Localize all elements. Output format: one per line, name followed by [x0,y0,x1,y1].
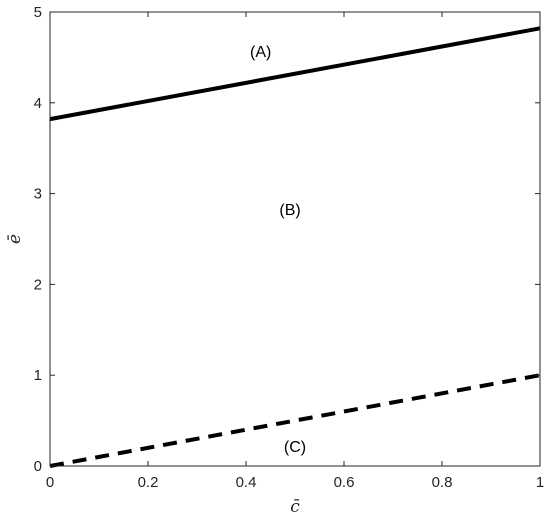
x-tick-label: 0.2 [138,474,159,491]
axis-ticks: 0 0.2 0.4 0.6 0.8 1 0 1 2 3 4 5 [34,4,545,491]
y-tick-label: 0 [34,458,42,475]
x-tick-label: 0.8 [432,474,453,491]
x-tick-label: 0.4 [236,474,257,491]
plot-marks: (A) (B) (C) [49,26,541,468]
x-tick-label: 0 [46,474,54,491]
x-tick-label: 0.6 [334,474,355,491]
y-axis-label: ē [5,234,25,244]
solid-boundary-line [49,26,541,122]
plot-frame [49,11,541,467]
x-axis-label: c̄ [290,497,300,517]
region-label: (C) [284,439,306,456]
y-tick-label: 2 [34,276,42,293]
region-label: (B) [279,202,300,219]
y-tick-label: 3 [34,186,42,203]
y-tick-label: 4 [34,95,42,112]
y-tick-label: 1 [34,367,42,384]
dashed-boundary-line [49,373,541,468]
y-tick-label: 5 [34,4,42,21]
x-tick-label: 1 [536,474,544,491]
region-label: (A) [250,44,271,61]
